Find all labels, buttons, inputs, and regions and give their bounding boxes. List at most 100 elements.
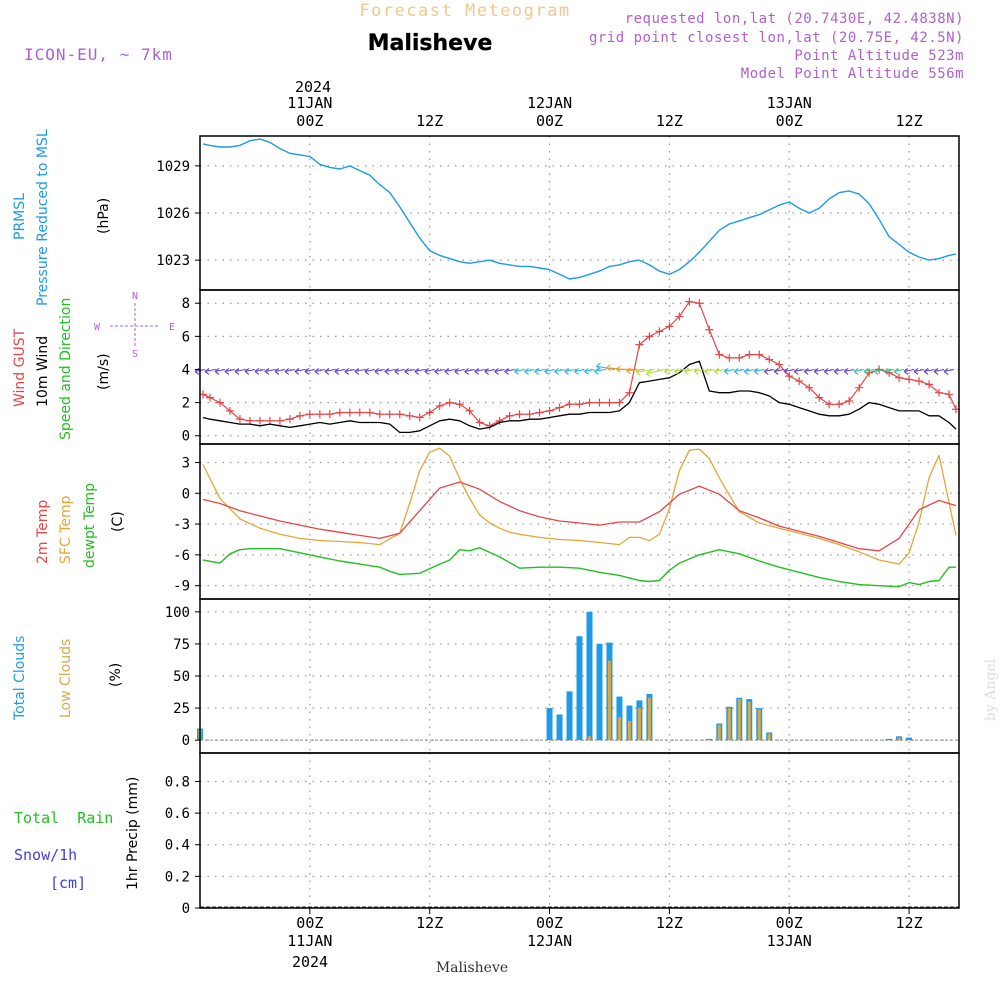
wind-direction-arrow — [674, 368, 685, 375]
tsfc-label: SFC Temp — [58, 495, 74, 564]
y-tick-label: 3 — [182, 455, 190, 471]
y-tick-label: 4 — [182, 362, 190, 378]
y-tick-label: -6 — [173, 548, 190, 564]
wind-direction-arrow — [893, 368, 905, 375]
y-tick-label: 0.8 — [165, 774, 190, 790]
wind-direction-arrow — [294, 368, 305, 375]
gust-marker — [785, 372, 794, 381]
wind-direction-arrow — [833, 368, 845, 375]
precip-unit: 1hr Precip (mm) — [125, 777, 141, 890]
gust-marker — [535, 408, 544, 417]
low-cloud-bar — [617, 717, 621, 741]
wind-direction-arrow — [414, 368, 425, 375]
wind-direction-arrow — [733, 368, 745, 375]
gust-marker — [815, 393, 824, 402]
gust-marker — [205, 393, 214, 402]
panel-frame — [199, 289, 960, 445]
time-label-bottom: 12JAN — [527, 932, 572, 950]
wind-direction-arrow — [723, 368, 735, 375]
wind-direction-arrow — [803, 368, 815, 375]
gust-marker — [575, 400, 584, 409]
wind-direction-arrow — [524, 368, 535, 375]
wind-direction-arrow — [234, 368, 246, 375]
gust-marker — [335, 408, 344, 417]
gust-marker — [475, 418, 484, 427]
wind-direction-arrow — [464, 368, 475, 375]
requested-coords: requested lon,lat (20.7430E, 42.4838N) — [625, 11, 964, 27]
y-tick-label: -3 — [173, 517, 190, 533]
wind-direction-arrow — [943, 368, 955, 375]
time-label-top: 12Z — [416, 112, 443, 130]
wind-direction-arrow — [404, 368, 415, 375]
gust-marker — [455, 400, 464, 409]
gust-marker — [775, 360, 784, 369]
low-cloud-bar — [717, 724, 721, 741]
prmsl-sublabel: Pressure Reduced to MSL — [35, 129, 51, 306]
wind-direction-arrow — [863, 368, 875, 375]
compass-s: S — [132, 349, 138, 360]
prmsl-line — [202, 138, 957, 280]
wind-direction-arrow — [664, 368, 675, 375]
time-label-bottom: 13JAN — [767, 932, 812, 950]
gust-marker — [225, 406, 234, 415]
time-label-top: 12JAN — [527, 94, 572, 112]
compass-e: E — [169, 322, 175, 333]
gust-marker — [615, 398, 624, 407]
wind-direction-arrow — [284, 368, 295, 375]
gust-marker — [565, 400, 574, 409]
wind-direction-arrow — [354, 368, 365, 375]
wind-direction-arrow — [843, 368, 855, 375]
wind-direction-arrow — [394, 368, 405, 375]
time-label-bottom: 12Z — [896, 914, 923, 932]
time-label-bottom: 11JAN — [287, 932, 332, 950]
prmsl-label: PRMSL — [12, 193, 28, 240]
gust-marker — [445, 398, 454, 407]
gust-marker — [745, 350, 754, 359]
wind-direction-arrow — [244, 368, 256, 375]
grid-layer — [200, 136, 959, 909]
gust-marker — [355, 408, 364, 417]
wind-direction-arrow — [596, 362, 615, 371]
gust-marker — [715, 350, 724, 359]
plots-layer — [194, 138, 961, 908]
wind-direction-arrow — [544, 368, 555, 375]
gust-marker — [825, 400, 834, 409]
gust-marker — [645, 332, 654, 341]
y-tick-label: 0 — [182, 486, 190, 502]
gust-marker — [545, 406, 554, 415]
gust-marker — [505, 411, 514, 420]
low-cloud-bar — [767, 733, 771, 741]
wind-direction-arrow — [883, 368, 895, 375]
wind-direction-arrow — [933, 368, 945, 375]
time-label-bottom: 00Z — [536, 914, 563, 932]
wind-direction-arrow — [344, 368, 355, 375]
wind-direction-arrow — [626, 367, 645, 375]
wind-direction-arrow — [204, 368, 216, 375]
wind-label: 10m Wind — [35, 336, 51, 407]
time-label-top: 12Z — [656, 112, 683, 130]
low-cloud-bar — [607, 660, 611, 741]
low-cloud-bar — [897, 737, 901, 741]
panel-frame — [199, 443, 960, 600]
wind-direction-arrow — [743, 368, 755, 375]
total-cloud-bar — [596, 643, 603, 741]
model-label: ICON-EU, ~ 7km — [24, 45, 173, 64]
gust-marker — [705, 325, 714, 334]
total-cloud-bar — [906, 737, 913, 741]
gust-label: Wind GUST — [12, 328, 28, 407]
total-cloud-bar — [706, 738, 713, 741]
gust-marker — [845, 396, 854, 405]
y-tick-label: 0.6 — [165, 806, 190, 822]
total-cloud-bar — [886, 738, 893, 741]
y-tick-label: 1026 — [156, 206, 190, 222]
low-cloud-bar — [737, 699, 741, 741]
time-label-top: 13JAN — [767, 94, 812, 112]
wind-direction-arrow — [584, 368, 595, 375]
wind-direction-arrow — [913, 368, 925, 375]
y-tick-label: 0 — [182, 429, 190, 445]
winddir-label: Speed and Direction — [58, 298, 74, 440]
gust-marker — [905, 375, 914, 384]
y-tick-label: 0 — [182, 733, 190, 749]
time-label-top: 12Z — [896, 112, 923, 130]
gust-marker — [795, 377, 804, 386]
